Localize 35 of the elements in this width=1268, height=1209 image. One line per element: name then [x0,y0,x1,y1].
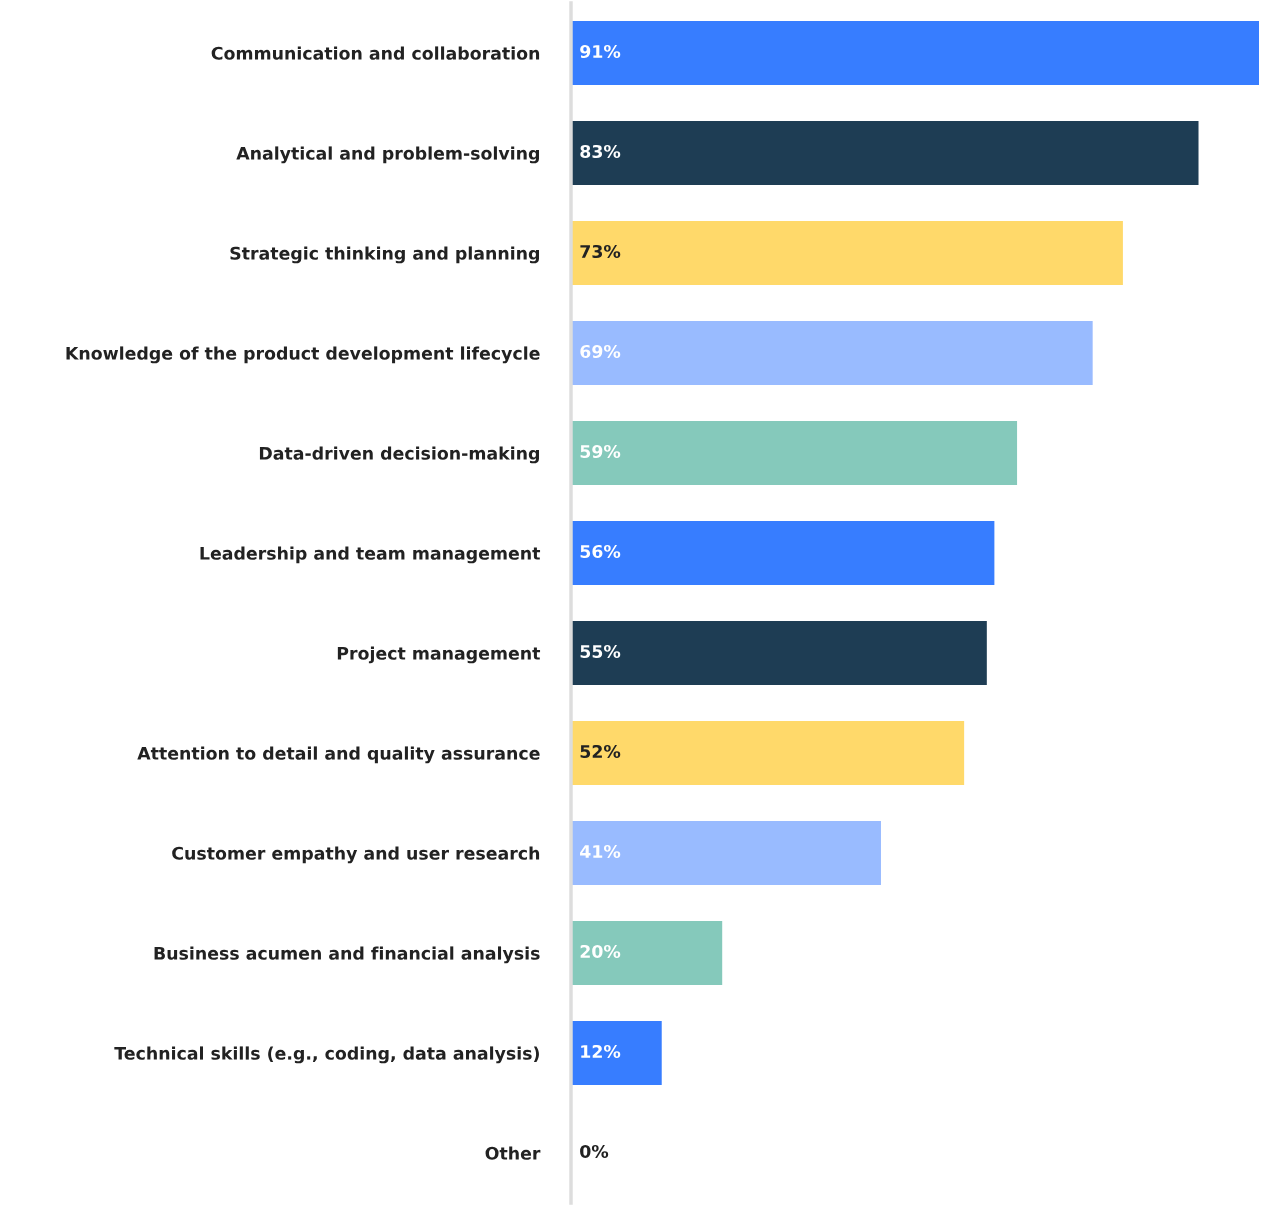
data-label: 52% [580,744,621,759]
bar [571,121,1199,185]
y-tick-label: Technical skills (e.g., coding, data analysis) [114,1046,539,1064]
bar [571,821,881,885]
data-label: 0% [580,1144,609,1159]
y-tick-label: Data-driven decision-making [259,446,539,464]
bar [571,521,995,585]
data-label: 12% [581,1044,621,1059]
y-tick-label: Strategic thinking and planning [230,246,539,264]
y-tick-label: Attention to detail and quality assurance [137,746,540,764]
bar [571,1021,662,1085]
bar [571,421,1018,485]
data-label: 41% [580,844,621,859]
data-label: 69% [580,344,621,359]
y-tick-label: Communication and collaboration [211,46,540,60]
bar [571,721,965,785]
bar [571,321,1093,385]
data-label: 59% [580,444,621,459]
data-label: 83% [580,144,621,159]
bar [571,921,723,985]
y-tick-label: Business acumen and financial analysis [154,946,540,964]
data-label: 91% [580,44,621,59]
y-tick-label: Knowledge of the product development lifecycle [66,346,540,364]
data-label: 56% [580,544,621,559]
data-label: 20% [580,944,621,959]
y-tick-label: Other [485,1146,541,1160]
data-label: 73% [580,244,621,259]
bar [571,621,987,685]
y-tick-label: Customer empathy and user research [172,846,540,864]
y-tick-label: Leadership and team management [200,546,541,564]
bar [571,21,1259,85]
bar [571,221,1123,285]
y-tick-label: Project management [337,646,541,664]
data-label: 55% [580,644,621,659]
y-tick-label: Analytical and problem-solving [236,146,539,164]
